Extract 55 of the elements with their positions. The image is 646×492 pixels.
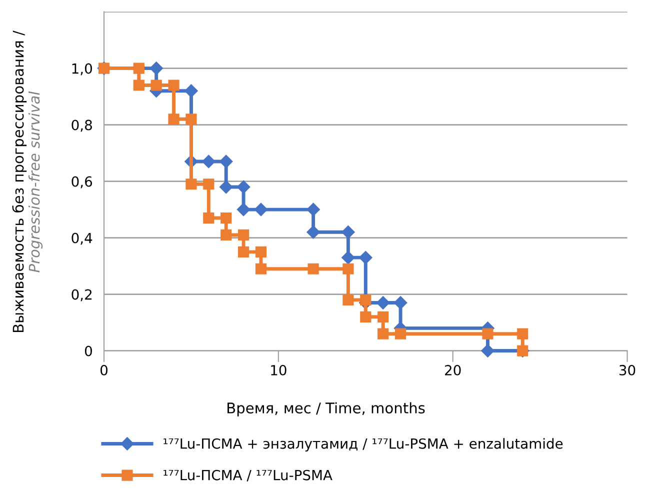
- point: [220, 212, 232, 224]
- point: [376, 296, 390, 310]
- y-tick-label: 0,2: [72, 289, 92, 302]
- y-tick-label: 0,4: [72, 232, 92, 245]
- point: [255, 263, 267, 274]
- point: [378, 328, 389, 340]
- point: [306, 226, 320, 239]
- point: [186, 114, 197, 125]
- point: [203, 212, 214, 224]
- point: [360, 311, 372, 322]
- point: [168, 114, 180, 125]
- x-tick-label: 30: [619, 364, 636, 376]
- point: [308, 263, 319, 274]
- point: [394, 328, 406, 340]
- legend-label: ¹⁷⁷Lu-ПСМА + энзалутамид / ¹⁷⁷Lu-PSMA + enzalutamide: [164, 438, 563, 452]
- point: [359, 250, 372, 264]
- point: [360, 294, 372, 306]
- point: [482, 328, 494, 340]
- point: [342, 250, 355, 264]
- point: [255, 246, 267, 258]
- point: [306, 202, 320, 216]
- point: [168, 80, 180, 91]
- point: [150, 80, 162, 91]
- point: [133, 62, 144, 74]
- point: [254, 202, 268, 216]
- y-tick-label: 0: [84, 346, 92, 356]
- x-axis-title: Время, мес / Time, months: [228, 402, 425, 416]
- point: [342, 263, 354, 274]
- y-tick-label: 0,8: [72, 120, 92, 132]
- y-tick-label: 1,0: [72, 63, 92, 76]
- point: [184, 84, 198, 98]
- point: [481, 344, 494, 358]
- point: [220, 180, 233, 194]
- point: [203, 178, 214, 190]
- point: [378, 311, 389, 322]
- point: [202, 154, 216, 168]
- point: [186, 178, 197, 190]
- y-tick-label: 0,6: [72, 176, 92, 188]
- legend-label: ¹⁷⁷Lu-ПСМА / ¹⁷⁷Lu-PSMA: [164, 470, 332, 482]
- y-axis-title: Выживаемость без прогрессирования / Progression-free survival: [12, 30, 43, 332]
- point: [220, 229, 232, 241]
- point: [220, 154, 233, 168]
- x-tick-label: 10: [271, 364, 286, 376]
- point: [238, 246, 250, 258]
- point: [394, 296, 408, 310]
- point: [517, 328, 528, 340]
- point: [342, 226, 355, 239]
- point: [133, 80, 144, 91]
- point: [236, 180, 250, 194]
- x-tick-label: 20: [445, 364, 461, 376]
- point: [236, 202, 250, 216]
- x-tick-label: 0: [100, 364, 108, 376]
- point: [150, 62, 163, 75]
- point: [238, 229, 250, 241]
- point: [342, 294, 354, 306]
